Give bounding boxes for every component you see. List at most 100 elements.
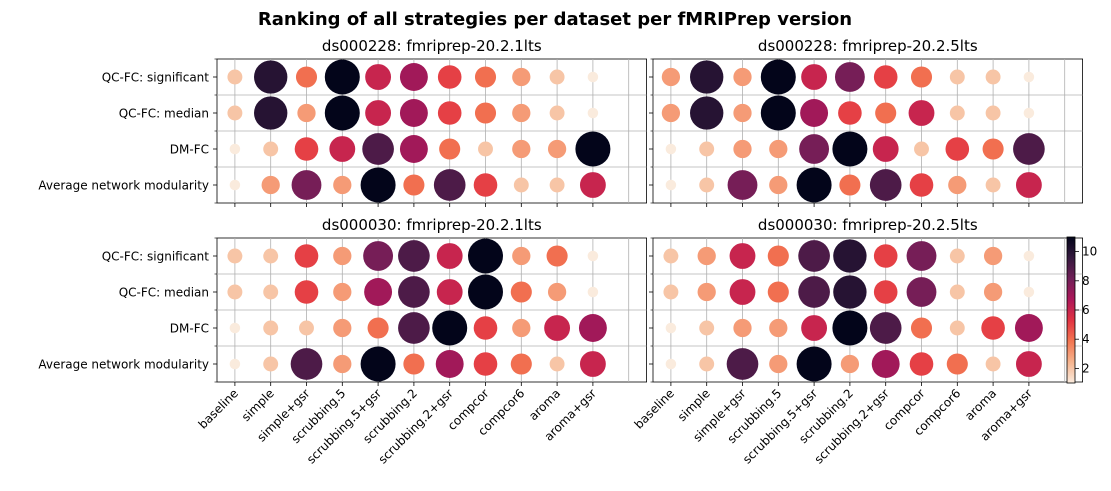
rank-marker-qc-fc-median-compcor (906, 277, 937, 307)
rank-marker-average-network-modularity-simple-gsr (727, 170, 758, 200)
rank-marker-dm-fc-compcor (910, 317, 933, 339)
rank-marker-dm-fc-compcor6 (945, 137, 970, 161)
rank-marker-average-network-modularity-simple (261, 175, 280, 195)
rank-marker-qc-fc-significant-scrubbing-5 (767, 245, 789, 267)
rank-marker-average-network-modularity-compcor6 (948, 175, 967, 195)
rank-marker-qc-fc-median-scrubbing-5-gsr (798, 276, 830, 308)
rank-marker-qc-fc-significant-compcor6 (512, 67, 531, 87)
rank-marker-average-network-modularity-scrubbing-2 (403, 174, 425, 196)
rank-marker-qc-fc-median-scrubbing-5 (760, 95, 796, 131)
rank-marker-qc-fc-significant-scrubbing-2-gsr (437, 65, 462, 89)
rank-marker-average-network-modularity-scrubbing-2-gsr (871, 350, 900, 378)
panel-1: ds000228: fmriprep-20.2.1lts QC-FC: signi… (38, 37, 648, 207)
rank-marker-qc-fc-significant-simple (254, 60, 288, 94)
x-tick-label-baseline: baseline (632, 386, 677, 431)
rank-marker-qc-fc-significant-compcor (906, 241, 937, 271)
rank-marker-average-network-modularity-scrubbing-2 (839, 174, 861, 196)
rank-marker-average-network-modularity-aroma-gsr (1015, 172, 1042, 198)
rank-marker-average-network-modularity-scrubbing-2-gsr (435, 350, 464, 378)
rank-marker-qc-fc-median-simple-gsr (733, 103, 752, 123)
rank-marker-qc-fc-median-simple (263, 284, 279, 300)
rank-marker-dm-fc-simple-gsr (299, 320, 314, 336)
rank-marker-qc-fc-median-scrubbing-5 (333, 282, 352, 302)
rank-marker-dm-fc-simple (263, 141, 279, 157)
rank-marker-qc-fc-significant-compcor (910, 66, 933, 88)
colorbar-tick-label: 4 (1082, 332, 1090, 346)
colorbar-tick-label: 10 (1082, 245, 1097, 259)
x-tick-label-baseline: baseline (196, 386, 241, 431)
rank-marker-qc-fc-median-scrubbing-2 (399, 99, 428, 127)
rank-marker-qc-fc-significant-scrubbing-5-gsr (363, 241, 394, 271)
rank-marker-qc-fc-significant-compcor6 (949, 248, 965, 264)
rank-marker-average-network-modularity-scrubbing-2 (840, 354, 860, 374)
y-tick-label-qc-fc-significant: QC-FC: significant (102, 71, 210, 85)
rank-marker-dm-fc-aroma (982, 138, 1004, 160)
rank-marker-qc-fc-significant-scrubbing-2 (834, 62, 865, 92)
rank-marker-qc-fc-median-aroma (547, 282, 567, 302)
rank-marker-average-network-modularity-simple (263, 356, 279, 372)
rank-marker-average-network-modularity-simple-gsr (291, 170, 322, 200)
rank-marker-dm-fc-scrubbing-5 (769, 318, 788, 338)
panels: ds000228: fmriprep-20.2.1lts QC-FC: signi… (38, 37, 1084, 466)
rank-marker-qc-fc-median-simple (697, 282, 716, 302)
rank-marker-qc-fc-significant-simple-gsr (294, 244, 319, 268)
rank-marker-dm-fc-simple-gsr (733, 139, 752, 159)
rank-marker-qc-fc-significant-scrubbing-5-gsr (798, 240, 830, 272)
rank-marker-qc-fc-median-compcor (908, 100, 935, 126)
rank-marker-qc-fc-significant-scrubbing-5 (333, 246, 352, 266)
rank-marker-qc-fc-significant-simple (690, 60, 724, 94)
rank-marker-qc-fc-significant-scrubbing-5 (324, 59, 360, 95)
rank-marker-dm-fc-aroma-gsr (1014, 314, 1043, 342)
rank-marker-dm-fc-compcor (914, 141, 929, 157)
rank-marker-qc-fc-significant-scrubbing-2-gsr (873, 244, 898, 268)
rank-marker-qc-fc-significant-aroma (546, 245, 568, 267)
y-tick-label-dm-fc: DM-FC (170, 143, 209, 157)
rank-marker-dm-fc-compcor6 (949, 320, 965, 336)
rank-marker-average-network-modularity-simple-gsr (290, 348, 323, 380)
rank-marker-dm-fc-scrubbing-2 (832, 310, 868, 346)
rank-marker-average-network-modularity-scrubbing-5-gsr (360, 346, 396, 382)
rank-marker-average-network-modularity-aroma (549, 177, 565, 193)
rank-marker-average-network-modularity-scrubbing-2-gsr (433, 169, 466, 201)
panel-2: ds000228: fmriprep-20.2.5lts (649, 37, 1084, 207)
rank-marker-qc-fc-significant-compcor6 (512, 246, 531, 266)
rank-marker-qc-fc-median-baseline (227, 105, 243, 121)
rank-marker-qc-fc-median-compcor6 (510, 281, 532, 303)
panel-title: ds000228: fmriprep-20.2.5lts (758, 37, 978, 55)
y-tick-label-average-network-modularity: Average network modularity (38, 358, 209, 372)
rank-marker-qc-fc-significant-scrubbing-2 (833, 239, 867, 273)
rank-marker-qc-fc-median-baseline (663, 284, 679, 300)
rank-marker-average-network-modularity-scrubbing-5-gsr (796, 167, 832, 203)
rank-marker-qc-fc-median-compcor6 (512, 103, 531, 123)
rank-marker-qc-fc-median-compcor (468, 274, 503, 310)
rank-marker-dm-fc-scrubbing-2-gsr (872, 136, 899, 162)
rank-marker-qc-fc-significant-simple-gsr (729, 243, 756, 269)
rank-marker-qc-fc-significant-aroma (983, 246, 1003, 266)
rank-marker-dm-fc-compcor6 (512, 318, 531, 338)
rank-marker-dm-fc-baseline (665, 322, 677, 334)
rank-marker-qc-fc-significant-aroma-gsr (1023, 71, 1035, 83)
rank-marker-qc-fc-median-compcor (474, 102, 497, 124)
rank-marker-average-network-modularity-baseline (229, 179, 241, 191)
rank-marker-qc-fc-significant-baseline (661, 67, 681, 87)
rank-marker-qc-fc-median-aroma-gsr (587, 286, 599, 298)
rank-marker-average-network-modularity-simple-gsr (726, 348, 759, 380)
rank-marker-qc-fc-significant-aroma (985, 69, 1001, 85)
rank-marker-average-network-modularity-scrubbing-5 (333, 354, 352, 374)
rank-marker-qc-fc-significant-scrubbing-2 (398, 240, 430, 272)
rank-marker-qc-fc-significant-simple (697, 246, 716, 266)
rank-marker-average-network-modularity-aroma-gsr (579, 172, 606, 198)
rank-marker-qc-fc-median-scrubbing-2-gsr (875, 102, 897, 124)
rank-marker-average-network-modularity-baseline (665, 179, 677, 191)
rank-marker-dm-fc-baseline (665, 143, 677, 155)
rank-marker-qc-fc-significant-baseline (227, 69, 243, 85)
rank-marker-average-network-modularity-compcor6 (946, 353, 968, 375)
rank-marker-qc-fc-median-scrubbing-2-gsr (436, 279, 463, 305)
rank-marker-average-network-modularity-compcor (909, 173, 934, 197)
rank-marker-average-network-modularity-aroma-gsr (579, 351, 606, 377)
rank-marker-dm-fc-scrubbing-5 (329, 136, 356, 162)
rank-marker-average-network-modularity-simple (699, 356, 715, 372)
rank-marker-dm-fc-scrubbing-5-gsr (801, 315, 828, 341)
rank-marker-qc-fc-median-aroma (983, 282, 1003, 302)
rank-marker-dm-fc-simple-gsr (294, 137, 319, 161)
